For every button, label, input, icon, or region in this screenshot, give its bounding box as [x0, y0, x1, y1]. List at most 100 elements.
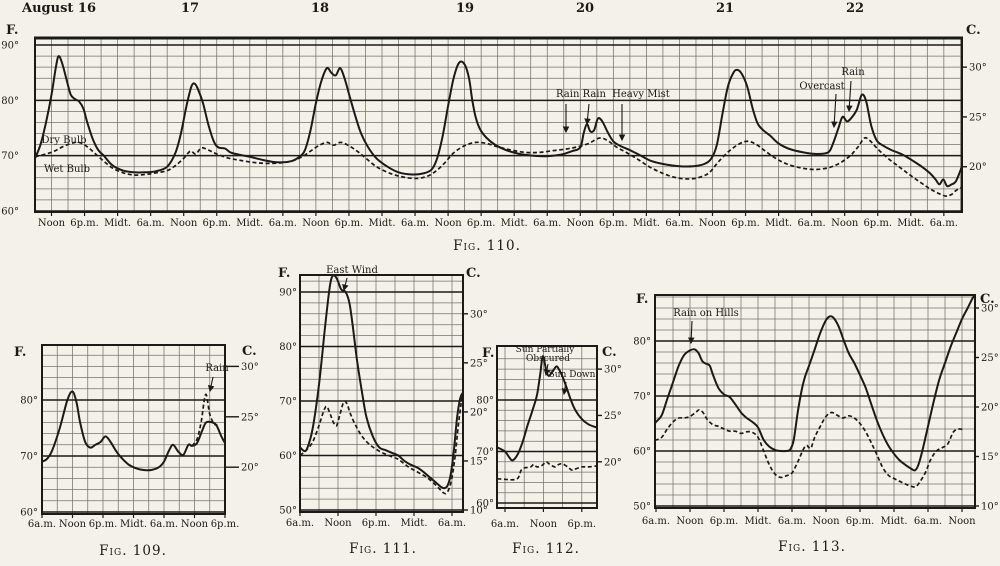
- fig111-c-tick: 20°: [470, 407, 488, 418]
- fig109-major-grid: [42, 399, 225, 513]
- fig109-f-axis-label: F.: [14, 345, 26, 360]
- fig111-border: [299, 274, 464, 513]
- fig113-c-tick: 25°: [981, 353, 999, 364]
- fig111-major-grid: [300, 291, 463, 511]
- fig110-x-tick: Midt.: [104, 218, 131, 229]
- fig110-f-tick: 80°: [1, 96, 19, 107]
- fig111-f-axis-label: F.: [278, 266, 290, 281]
- fig113-f-tick: 70°: [633, 392, 651, 403]
- fig110-annotation-arrow: [831, 93, 838, 129]
- fig109-f-tick: 60°: [20, 508, 38, 519]
- fig109-x-tick: 6p.m.: [211, 519, 240, 530]
- fig113-border: [654, 294, 976, 509]
- fig113-x-tick: Noon: [812, 516, 840, 527]
- fig111-x-tick: Midt.: [400, 518, 427, 529]
- fig112-grid: [497, 346, 597, 508]
- fig113-x-tick: 6a.m.: [642, 516, 670, 527]
- fig110-day-label: 21: [716, 1, 734, 16]
- fig110-x-tick: 6a.m.: [798, 218, 826, 229]
- fig110-day-label: 19: [456, 1, 474, 16]
- fig109-x-tick: Midt.: [120, 519, 147, 530]
- fig110-x-tick: 6p.m.: [863, 218, 892, 229]
- fig113-caption: Fig. 113.: [778, 539, 846, 555]
- fig109-grid: [42, 345, 225, 514]
- fig112-annotation-arrow: [561, 381, 569, 396]
- fig113-x-tick: Noon: [676, 516, 704, 527]
- fig113-major-grid: [655, 340, 975, 507]
- fig112-x-tick: 6a.m.: [491, 519, 519, 530]
- fig111-f-tick: 70°: [279, 397, 297, 408]
- fig112-x-tick: 6p.m.: [567, 519, 596, 530]
- fig110-x-tick: Midt.: [236, 218, 263, 229]
- fig110-x-tick: Noon: [699, 218, 727, 229]
- fig113-c-tick: 20°: [981, 403, 999, 414]
- fig109-c-axis-label: C.: [242, 344, 257, 359]
- fig109-f-tick: 70°: [20, 452, 38, 463]
- fig113-x-tick: 6a.m.: [778, 516, 806, 527]
- fig110-wet-bulb-curve: [35, 136, 962, 197]
- fig110-x-tick: 6p.m.: [599, 218, 628, 229]
- fig111-f-tick: 50°: [279, 506, 297, 517]
- fig113-f-tick: 60°: [633, 447, 651, 458]
- fig109-x-tick: 6a.m.: [28, 519, 56, 530]
- fig113-x-tick: 6p.m.: [710, 516, 739, 527]
- fig110-x-tick: 6a.m.: [137, 218, 165, 229]
- figure-111: F. C. 90° 80° 70° 60° 50° 30° 25° 20° 15° 10° 6a.m. N…: [278, 265, 488, 529]
- fig112-major-grid: [497, 399, 597, 504]
- fig110-x-tick: 6p.m.: [467, 218, 496, 229]
- fig110-x-tick: Midt.: [368, 218, 395, 229]
- fig111-dry-bulb-curve: [300, 275, 463, 490]
- fig110-x-tick: Midt.: [501, 218, 528, 229]
- fig113-annotation: Rain on Hills: [673, 308, 739, 319]
- fig112-c-tick: 20°: [604, 457, 622, 468]
- fig109-rain-spike-curve: [191, 393, 218, 447]
- fig110-x-tick: 6a.m.: [930, 218, 958, 229]
- fig113-c-axis-label: C.: [980, 292, 995, 307]
- fig110-c-tick: 30°: [969, 63, 987, 74]
- fig113-f-axis-label: F.: [636, 292, 648, 307]
- fig113-c-tick: 10°: [981, 502, 999, 513]
- fig110-x-tick: Midt.: [765, 218, 792, 229]
- fig110-day-label: 17: [181, 1, 199, 16]
- fig109-annotation-arrow: [207, 376, 215, 393]
- figure-110: F. C. 90° 80° 70° 60° 30° 25° 20° Noon 6p.m. Midt. 6…: [1, 1, 986, 229]
- fig110-x-tick: Noon: [170, 218, 198, 229]
- fig110-x-tick: Noon: [831, 218, 859, 229]
- fig113-c-tick: 30°: [981, 304, 999, 315]
- fig112-annotation-arrow: [543, 363, 551, 377]
- fig112-f-axis-label: F.: [482, 346, 494, 361]
- fig110-x-tick: Midt.: [633, 218, 660, 229]
- fig110-x-tick: Midt.: [897, 218, 924, 229]
- fig113-dry-bulb-curve: [655, 295, 975, 472]
- fig112-annotation: Sun Down: [549, 370, 596, 380]
- fig113-f-tick: 80°: [633, 337, 651, 348]
- fig112-c-tick: 30°: [604, 365, 622, 376]
- fig110-annotation: Rain: [841, 67, 865, 78]
- fig111-f-tick: 80°: [279, 342, 297, 353]
- fig112-f-tick: 70°: [476, 447, 494, 458]
- fig111-c-axis-label: C.: [466, 266, 481, 281]
- figure-113: F. C. 80° 70° 60° 50° 30° 25° 20° 15° 10° 6a.m. Noon…: [633, 292, 998, 527]
- fig110-border: [34, 37, 963, 213]
- fig113-f-tick: 50°: [633, 502, 651, 513]
- fig111-c-tick: 15°: [470, 456, 488, 467]
- fig109-annotation: Rain: [205, 363, 229, 374]
- fig112-wet-bulb-curve: [497, 460, 597, 481]
- fig113-x-tick: Midt.: [880, 516, 907, 527]
- fig110-f-tick: 70°: [1, 151, 19, 162]
- fig112-f-tick: 60°: [476, 499, 494, 510]
- fig110-x-tick: 6a.m.: [401, 218, 429, 229]
- fig113-x-tick: Noon: [948, 516, 976, 527]
- fig110-x-tick: 6p.m.: [202, 218, 231, 229]
- fig110-major-grid: [35, 44, 962, 212]
- fig110-annotation: Rain Rain: [556, 89, 606, 100]
- fig110-x-tick: Noon: [567, 218, 595, 229]
- fig111-annotation: East Wind: [326, 265, 378, 276]
- fig110-f-tick: 60°: [1, 207, 19, 218]
- fig111-x-tick: 6a.m.: [438, 518, 466, 529]
- fig110-annotation: Wet Bulb: [44, 164, 90, 175]
- fig109-x-tick: 6p.m.: [89, 519, 118, 530]
- fig111-c-tick: 30°: [470, 309, 488, 320]
